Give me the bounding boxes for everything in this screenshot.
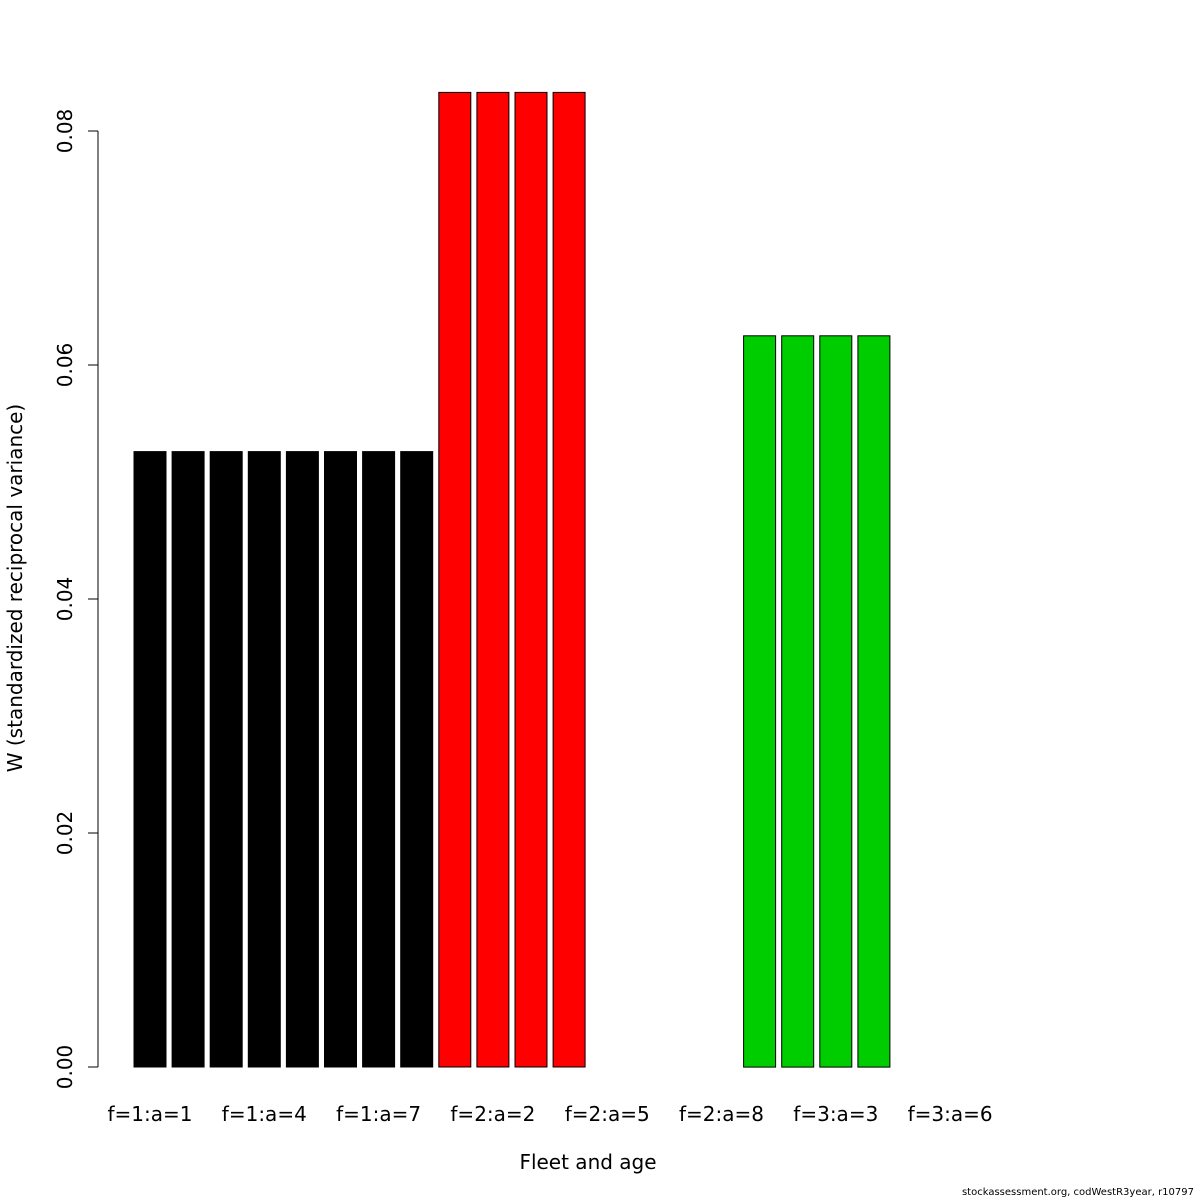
y-tick-label: 0.08 (53, 109, 77, 154)
bar-f-1-a-3 (209, 451, 243, 1068)
y-tick-label: 0.06 (53, 343, 77, 388)
y-axis: 0.00 0.02 0.04 0.06 0.08 (53, 109, 99, 1090)
bar-f-1-a-8 (400, 451, 434, 1068)
y-tick-label: 0.04 (53, 577, 77, 622)
bars-group (133, 91, 891, 1068)
y-tick-label: 0.02 (53, 811, 77, 856)
x-tick-label: f=2:a=2 (450, 1102, 535, 1126)
x-tick-label: f=2:a=5 (565, 1102, 650, 1126)
x-tick-label: f=1:a=1 (108, 1102, 193, 1126)
bar-f-3-a-2 (781, 335, 815, 1068)
bar-f-2-a-1 (438, 91, 472, 1068)
footer-credit: stockassessment.org, codWestR3year, r107… (961, 1187, 1194, 1198)
x-tick-label: f=2:a=8 (679, 1102, 764, 1126)
bar-f-1-a-2 (171, 451, 205, 1068)
y-axis-label: W (standardized reciprocal variance) (3, 404, 27, 773)
bar-f-2-a-3 (514, 91, 548, 1068)
bar-f-1-a-7 (362, 451, 396, 1068)
x-tick-label: f=1:a=4 (222, 1102, 307, 1126)
bar-f-3-a-4 (857, 335, 891, 1068)
bar-f-2-a-4 (552, 91, 586, 1068)
bar-f-3-a-3 (819, 335, 853, 1068)
bar-f-1-a-5 (285, 451, 319, 1068)
x-tick-label: f=3:a=6 (908, 1102, 993, 1126)
bar-f-3-a-1 (743, 335, 777, 1068)
x-tick-label: f=3:a=3 (793, 1102, 878, 1126)
bar-f-1-a-6 (324, 451, 357, 1068)
bar-f-1-a-1 (133, 451, 167, 1068)
x-axis-label: Fleet and age (519, 1150, 656, 1174)
bar-f-2-a-2 (476, 91, 510, 1068)
x-tick-label: f=1:a=7 (336, 1102, 421, 1126)
x-tick-labels: f=1:a=1 f=1:a=4 f=1:a=7 f=2:a=2 f=2:a=5 f=2:a… (108, 1102, 993, 1126)
y-tick-label: 0.00 (53, 1045, 77, 1090)
bar-f-1-a-4 (247, 451, 281, 1068)
